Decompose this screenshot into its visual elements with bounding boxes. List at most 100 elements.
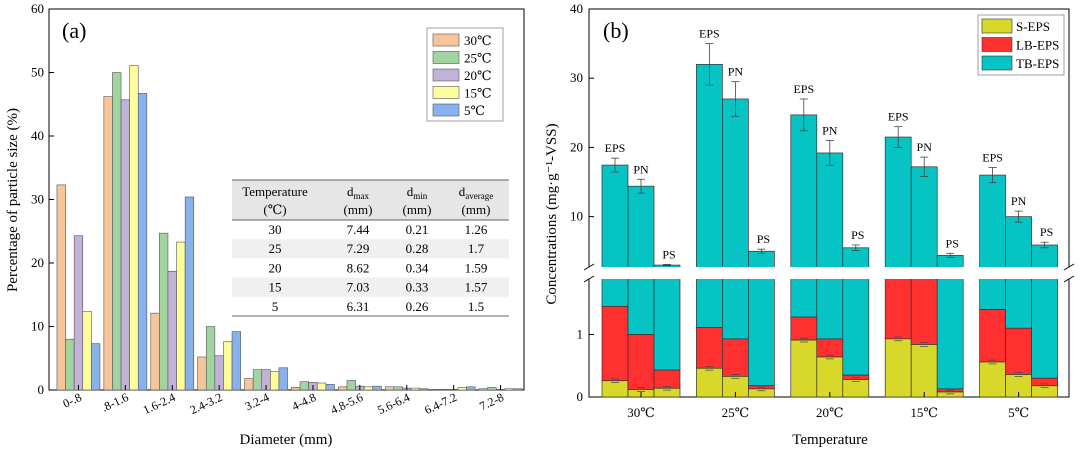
legend-label-a: 25℃ bbox=[464, 51, 492, 66]
panel-a-label: (a) bbox=[62, 18, 86, 43]
table-cell: 20 bbox=[269, 260, 282, 275]
legend-label-b: TB-EPS bbox=[1016, 56, 1059, 71]
bar-tb-eps bbox=[627, 185, 655, 335]
x-tick-label-a: 6.4-7.2 bbox=[422, 390, 459, 417]
bar-s-eps bbox=[816, 356, 844, 398]
table-cell: 0.34 bbox=[406, 260, 429, 275]
legend-label-a: 5℃ bbox=[464, 103, 485, 118]
bar-30℃-5.6-6.4 bbox=[384, 386, 395, 391]
panel-a-xlabel: Diameter (mm) bbox=[240, 432, 333, 448]
y-tick-label-b-upper: 40 bbox=[570, 1, 583, 16]
x-tick-label-a: 0-.8 bbox=[61, 390, 84, 411]
bar-25℃-2.4-3.2 bbox=[205, 326, 216, 391]
bar-label: EPS bbox=[605, 141, 626, 155]
bar-tb-eps bbox=[842, 247, 870, 376]
y-tick-label-a: 20 bbox=[31, 255, 44, 270]
table-cell: 15 bbox=[269, 280, 282, 295]
legend-swatch-b bbox=[981, 37, 1013, 52]
bar-5℃-6.4-7.2 bbox=[466, 386, 476, 391]
bar-s-eps bbox=[884, 338, 912, 398]
bar-5℃-0-.8 bbox=[91, 343, 101, 391]
panel-a: 0 10 20 30 40 50 60 0-.8 .8-1.6 1.6-2.4 2.4-3.2 3.2… bbox=[5, 1, 525, 448]
bar-20℃-1.6-2.4 bbox=[167, 270, 177, 391]
bar-label: EPS bbox=[699, 27, 720, 41]
bar-s-eps bbox=[910, 344, 938, 398]
table-cell: 0.21 bbox=[406, 222, 429, 237]
bar-15℃-0-.8 bbox=[82, 310, 92, 391]
bar-label: PN bbox=[633, 162, 649, 176]
table-header-main: d bbox=[347, 184, 354, 199]
panel-b: EPS PN PS EPS PN PS EPS PN PS EPS PN PS EPS PN PS 0 1 10… bbox=[544, 1, 1075, 448]
bar-tb-eps bbox=[653, 264, 681, 371]
bar-5℃-5.6-6.4 bbox=[419, 388, 429, 391]
bar-5℃-4-4.8 bbox=[325, 383, 335, 391]
table-row-bg bbox=[232, 296, 509, 316]
table-cell: 0.33 bbox=[406, 280, 429, 295]
bar-tb-eps bbox=[722, 98, 749, 340]
table-cell: 25 bbox=[269, 241, 282, 256]
table-header-sub: average bbox=[465, 191, 493, 201]
bar-15℃-2.4-3.2 bbox=[223, 341, 233, 391]
bar-15℃-6.4-7.2 bbox=[457, 387, 467, 391]
x-tick-label-a: 2.4-3.2 bbox=[188, 390, 225, 417]
panel-b-ylabel: Concentrations (mg·g⁻¹-VSS) bbox=[544, 123, 560, 304]
table-header-sub: max bbox=[354, 191, 370, 201]
table-cell: 30 bbox=[269, 222, 282, 237]
table-header-cell: Temperature bbox=[242, 184, 308, 199]
bar-30℃-4.8-5.6 bbox=[338, 386, 348, 391]
bar-s-eps bbox=[790, 339, 818, 398]
bar-label: PS bbox=[946, 236, 959, 250]
bar-s-eps bbox=[979, 361, 1006, 398]
table-cell: 6.31 bbox=[347, 299, 370, 314]
bar-25℃-4.8-5.6 bbox=[346, 380, 356, 391]
legend-label-a: 15℃ bbox=[464, 86, 492, 101]
y-tick-label-b-upper: 30 bbox=[570, 70, 583, 85]
bar-lb-eps bbox=[653, 369, 681, 389]
bar-lb-eps bbox=[627, 334, 655, 390]
bar-20℃-0-.8 bbox=[73, 235, 84, 391]
table-row-bg bbox=[232, 258, 509, 278]
bar-25℃-3.2-4 bbox=[252, 369, 263, 391]
table-header-cell: dmax bbox=[347, 184, 369, 201]
y-tick-label-a: 10 bbox=[31, 319, 44, 334]
legend-label-a: 30℃ bbox=[464, 33, 492, 48]
bar-5℃-1.6-2.4 bbox=[184, 196, 195, 391]
bar-label: PN bbox=[728, 65, 744, 79]
bar-15℃-4-4.8 bbox=[316, 382, 327, 391]
bar-lb-eps bbox=[816, 338, 844, 358]
legend-label-a: 20℃ bbox=[464, 68, 492, 83]
panel-b-legend: S-EPS LB-EPS TB-EPS bbox=[977, 14, 1065, 76]
bar-15℃-1.6-2.4 bbox=[176, 241, 186, 391]
bar-25℃-1.6-2.4 bbox=[159, 232, 169, 391]
x-tick-label-a: 7.2-8 bbox=[477, 390, 506, 413]
bar-25℃-7.2-8 bbox=[487, 387, 497, 391]
legend-swatch-b bbox=[981, 18, 1013, 34]
bar-5℃-.8-1.6 bbox=[137, 93, 148, 391]
bar-15℃-4.8-5.6 bbox=[363, 386, 374, 391]
panel-a-ylabel: Percentage of particle size (%) bbox=[5, 108, 21, 292]
bar-label: EPS bbox=[888, 110, 909, 124]
bar-15℃-5.6-6.4 bbox=[410, 387, 420, 391]
axis-break-mark bbox=[583, 275, 595, 283]
panel-b-bars: EPS PN PS EPS PN PS EPS PN PS EPS PN PS EPS PN PS bbox=[601, 27, 1058, 398]
table-cell: 5 bbox=[272, 299, 279, 314]
table-cell: 0.26 bbox=[406, 299, 429, 314]
bar-tb-eps bbox=[910, 166, 938, 279]
bar-5℃-3.2-4 bbox=[278, 367, 288, 391]
y-tick-label-b-upper: 20 bbox=[570, 139, 583, 154]
table-cell: 8.62 bbox=[347, 260, 370, 275]
legend-label-b: S-EPS bbox=[1016, 19, 1050, 34]
table-row-bg bbox=[232, 277, 509, 297]
x-tick-label-a: 4.8-5.6 bbox=[328, 390, 365, 417]
table-header-cell: dmin bbox=[407, 184, 428, 201]
y-tick-label-a: 60 bbox=[31, 1, 44, 16]
bar-s-eps bbox=[1031, 385, 1058, 398]
bar-30℃-3.2-4 bbox=[244, 378, 254, 391]
x-tick-label-a: 5.6-6.4 bbox=[375, 390, 412, 417]
axis-break-band bbox=[584, 267, 1074, 279]
bar-tb-eps bbox=[884, 136, 912, 273]
table-row-bg bbox=[232, 220, 509, 240]
bar-s-eps bbox=[653, 387, 681, 398]
table-header-unit: (mm) bbox=[403, 202, 432, 217]
